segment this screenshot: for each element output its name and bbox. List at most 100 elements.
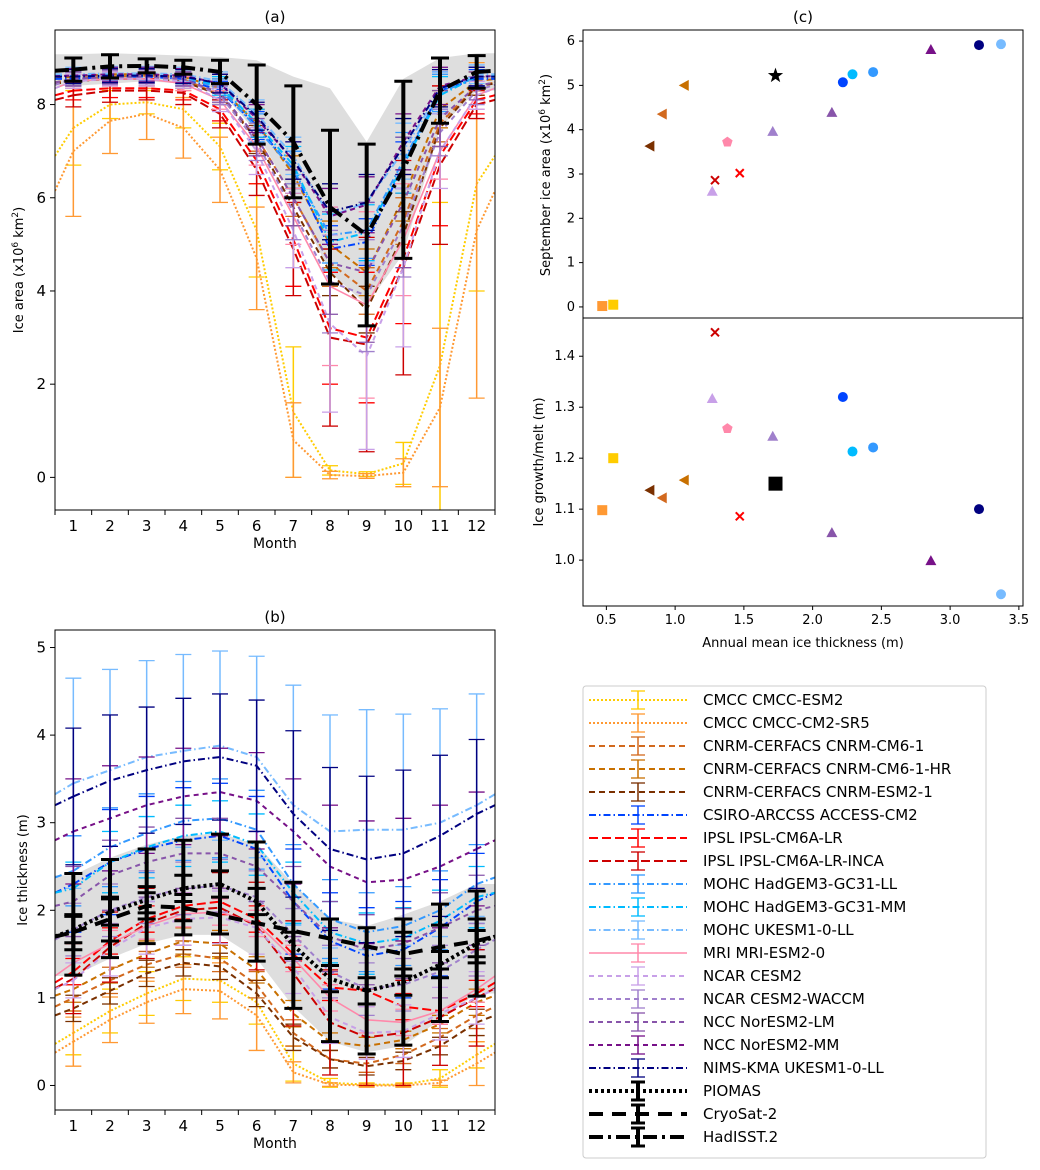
panel-a-ylabel: Ice area (x106 km2) — [11, 207, 27, 333]
x-tick-label: 2.0 — [802, 613, 823, 628]
x-tick-label: 2.5 — [871, 613, 892, 628]
series-line-ext — [476, 1051, 495, 1065]
series-line — [73, 77, 478, 358]
marker-square — [608, 453, 619, 464]
series-line — [72, 916, 478, 1034]
series-line-ext — [55, 150, 75, 192]
series-line-ext — [55, 988, 74, 997]
y-tick-label: 0 — [36, 1076, 46, 1094]
series-line-ext — [476, 938, 495, 951]
series-line-ext — [55, 127, 75, 157]
x-tick-label: 0.5 — [596, 613, 617, 628]
series-line — [73, 74, 478, 293]
legend-label: MOHC HadGEM3-GC31-MM — [703, 898, 906, 916]
series-line-ext — [475, 190, 495, 231]
series-line-ext — [476, 876, 495, 885]
legend-label: NCC NorESM2-LM — [703, 1013, 835, 1031]
x-tick-label: 5 — [215, 1117, 225, 1135]
series-line — [73, 77, 478, 312]
series-line-ext — [476, 934, 495, 943]
series-line-ext — [55, 979, 74, 991]
panel-a-xlabel: Month — [253, 536, 297, 552]
legend-entry: MRI MRI-ESM2-0 — [589, 943, 825, 963]
y-tick-label: 2 — [36, 901, 46, 919]
legend-label: CMCC CMCC-ESM2 — [703, 691, 843, 709]
legend-entry: NCAR CESM2 — [589, 966, 802, 986]
legend-entry: MOHC UKESM1-0-LL — [589, 920, 854, 940]
series-line — [73, 87, 478, 339]
legend-label: CNRM-CERFACS CNRM-CM6-1 — [703, 737, 924, 755]
y-tick-label: 6 — [36, 189, 46, 207]
series-line — [72, 791, 478, 884]
x-tick-label: 6 — [252, 517, 262, 535]
series-line-ext — [476, 975, 495, 990]
x-tick-label: 10 — [394, 1117, 413, 1135]
series-line — [73, 72, 478, 218]
marker-tri-left — [644, 484, 655, 496]
series-line-ext — [476, 839, 495, 850]
legend-entry: CSIRO-ARCCSS ACCESS-CM2 — [589, 805, 918, 825]
marker-pentagon — [722, 423, 733, 434]
superscript: 6 — [11, 242, 21, 248]
marker-circle — [847, 69, 858, 80]
y-tick-label: 4 — [36, 282, 46, 300]
axes-frame — [582, 29, 1024, 319]
legend-label: CryoSat-2 — [703, 1105, 777, 1123]
marker-big-square — [768, 476, 783, 491]
legend-entry: CNRM-CERFACS CNRM-ESM2-1 — [589, 782, 933, 802]
series-line-ext — [55, 795, 74, 807]
y-tick-label: 0 — [36, 468, 46, 486]
series-line-ext — [55, 887, 74, 894]
legend-entry: MOHC HadGEM3-GC31-MM — [589, 897, 906, 917]
legend-entry: NCAR CESM2-WACCM — [589, 989, 865, 1009]
series-line-ext — [476, 1005, 495, 1017]
panel-b-xlabel: Month — [253, 1136, 297, 1152]
marker-pentagon — [722, 136, 733, 147]
series-line — [72, 101, 478, 476]
axes-frame — [582, 317, 1024, 607]
legend-entry: CNRM-CERFACS CNRM-CM6-1 — [589, 736, 924, 756]
legend-label: CSIRO-ARCCSS ACCESS-CM2 — [703, 806, 918, 824]
series-line — [72, 939, 478, 1048]
legend-entry: IPSL IPSL-CM6A-LR-INCA — [589, 851, 885, 871]
series-line-ext — [55, 869, 74, 879]
series-line — [73, 89, 478, 346]
series-line — [72, 881, 478, 993]
marker-tri-left — [678, 474, 689, 486]
marker-triangle — [706, 185, 718, 196]
x-tick-label: 6 — [252, 1117, 262, 1135]
series-line-ext — [476, 94, 495, 101]
panel-c-title: (c) — [793, 8, 813, 26]
panel-c-bottom-ylabel: Ice growth/melt (m) — [532, 397, 547, 526]
legend-label: NCAR CESM2 — [703, 967, 802, 985]
legend-label: MOHC UKESM1-0-LL — [703, 921, 854, 939]
legend-label: HadISST.2 — [703, 1128, 778, 1146]
marker-square — [597, 301, 608, 312]
series-line-ext — [476, 904, 495, 912]
x-tick-label: 4 — [179, 1117, 189, 1135]
series-line-ext — [55, 77, 74, 86]
x-tick-label: 2 — [105, 517, 115, 535]
series-line-ext — [476, 1043, 495, 1056]
series-line-ext — [476, 994, 495, 1004]
marker-tri-left — [678, 79, 689, 91]
y-tick-label: 1 — [567, 256, 575, 271]
legend-label: MOHC HadGEM3-GC31-LL — [703, 875, 898, 893]
series-line — [72, 900, 478, 1013]
panel-c-plot-area: 0 1 2 3 4 5 6 1.0 1.1 1.2 1.3 1.4 0.5 1.0 1.5 2.0 2.5 3.0… — [554, 29, 1029, 628]
x-tick-label: 4 — [179, 517, 189, 535]
marker-x — [735, 511, 745, 521]
x-tick-label: 8 — [325, 1117, 335, 1135]
marker-circle — [847, 446, 858, 457]
y-tick-label: 1.1 — [554, 502, 575, 517]
x-tick-label: 9 — [362, 517, 372, 535]
legend: CMCC CMCC-ESM2 CMCC CMCC-CM2-SR5 CNRM-CERF… — [582, 685, 987, 1159]
series-line — [72, 884, 478, 991]
legend-label: NCAR CESM2-WACCM — [703, 990, 865, 1008]
series-line — [72, 977, 478, 1086]
panel-a-title: (a) — [265, 8, 286, 26]
